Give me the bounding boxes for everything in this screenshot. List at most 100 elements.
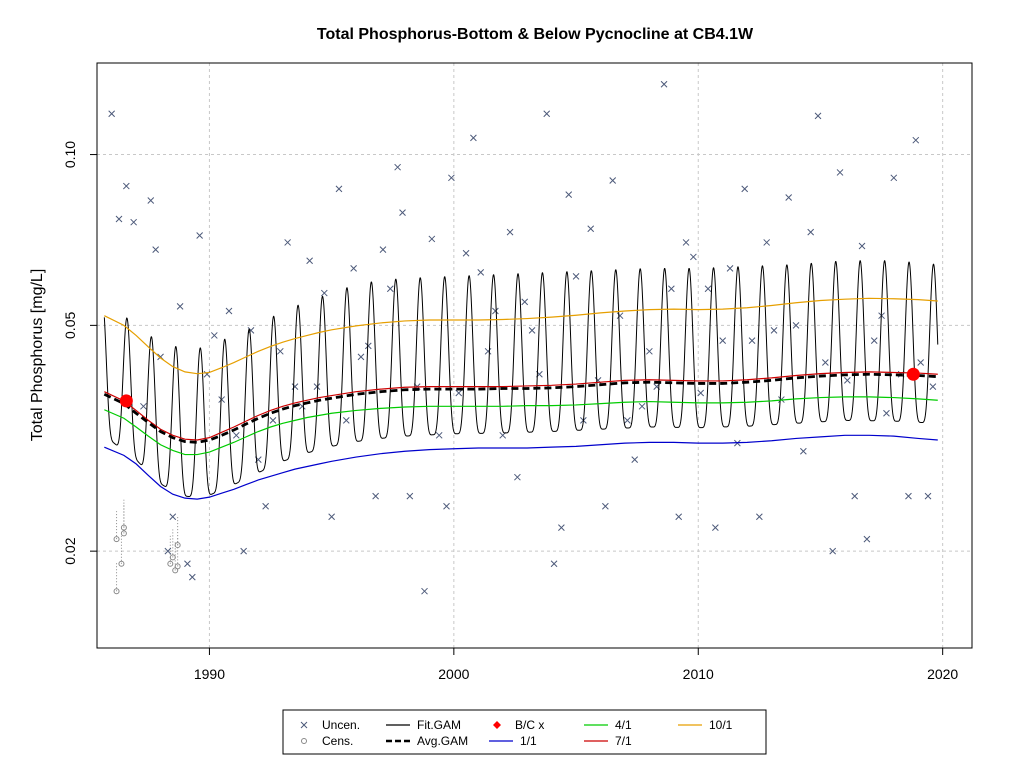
uncensored-point bbox=[638, 402, 646, 410]
y-axis-label: Total Phosphorus [mg/L] bbox=[29, 269, 46, 442]
uncensored-point bbox=[528, 326, 536, 334]
x-tick-label: 2010 bbox=[683, 666, 714, 682]
x-tick-label: 1990 bbox=[194, 666, 225, 682]
bc-point bbox=[119, 394, 133, 408]
uncensored-point bbox=[394, 163, 401, 171]
legend-symbol bbox=[301, 738, 307, 744]
uncensored-point bbox=[929, 383, 937, 390]
uncensored-point bbox=[514, 473, 521, 481]
uncensored-point bbox=[558, 524, 565, 532]
uncensored-point bbox=[306, 257, 313, 265]
uncensored-point bbox=[697, 389, 705, 397]
series-line-oct1 bbox=[104, 297, 938, 375]
legend-label: 1/1 bbox=[520, 734, 537, 748]
uncensored-point bbox=[386, 285, 394, 293]
uncensored-point bbox=[284, 239, 291, 246]
uncensored-point bbox=[858, 242, 866, 250]
uncensored-point bbox=[399, 209, 406, 216]
uncensored-point bbox=[756, 513, 763, 521]
uncensored-point bbox=[829, 547, 837, 555]
uncensored-point bbox=[455, 389, 463, 397]
legend-label: 7/1 bbox=[615, 734, 632, 748]
uncensored-point bbox=[660, 80, 668, 88]
uncensored-point bbox=[364, 342, 372, 350]
legend-label: B/C x bbox=[515, 718, 544, 732]
plot-frame bbox=[96, 62, 973, 649]
uncensored-point bbox=[357, 353, 365, 361]
censored-point bbox=[174, 563, 181, 570]
uncensored-point bbox=[176, 303, 184, 310]
uncensored-point bbox=[240, 547, 248, 555]
censored-point bbox=[118, 560, 125, 567]
uncensored-point bbox=[682, 239, 690, 246]
uncensored-point bbox=[836, 169, 844, 176]
legend-label: 10/1 bbox=[709, 718, 733, 732]
uncensored-point bbox=[342, 417, 350, 424]
uncensored-point bbox=[262, 502, 269, 510]
uncensored-point bbox=[543, 110, 551, 118]
uncensored-point bbox=[704, 285, 712, 293]
uncensored-point bbox=[169, 513, 177, 521]
y-tick-label: 0.05 bbox=[62, 312, 78, 339]
uncensored-point bbox=[313, 383, 321, 390]
x-tick-label: 2020 bbox=[927, 666, 958, 682]
uncensored-point bbox=[814, 112, 822, 120]
legend-label: Avg.GAM bbox=[417, 734, 468, 748]
uncensored-point bbox=[905, 492, 912, 500]
fit-gam-line bbox=[103, 260, 939, 497]
uncensored-point bbox=[616, 312, 624, 320]
uncensored-point bbox=[421, 587, 428, 595]
uncensored-point bbox=[443, 502, 450, 510]
uncensored-point bbox=[470, 134, 477, 142]
y-tick-label: 0.10 bbox=[62, 141, 78, 168]
uncensored-point bbox=[924, 492, 932, 500]
series-line-jan1 bbox=[104, 434, 938, 500]
uncensored-point bbox=[843, 376, 851, 384]
uncensored-point bbox=[870, 337, 878, 344]
avg-gam-line bbox=[103, 372, 938, 444]
uncensored-point bbox=[108, 110, 116, 118]
uncensored-point bbox=[164, 547, 172, 555]
uncensored-point bbox=[448, 174, 455, 182]
uncensored-point bbox=[631, 456, 639, 463]
legend-symbol bbox=[493, 721, 501, 729]
axes: 1990 2000 2010 2020 0.02 0.05 0.10 bbox=[62, 62, 973, 682]
uncensored-point bbox=[690, 253, 697, 261]
uncensored-point bbox=[140, 402, 147, 410]
uncensored-point bbox=[609, 177, 617, 184]
uncensored-point bbox=[646, 347, 653, 355]
uncensored-point bbox=[218, 396, 226, 403]
uncensored-point bbox=[785, 194, 793, 201]
uncensored-point bbox=[624, 417, 631, 424]
bc-point bbox=[906, 367, 920, 381]
uncensored-point bbox=[335, 185, 343, 193]
uncensored-point bbox=[350, 265, 357, 272]
censored-point bbox=[113, 536, 120, 543]
x-tick-label: 2000 bbox=[438, 666, 469, 682]
uncensored-point bbox=[675, 513, 683, 521]
censored-point bbox=[113, 588, 120, 595]
censored-point bbox=[174, 542, 181, 549]
uncensored-point bbox=[269, 417, 277, 424]
uncensored-point bbox=[748, 337, 756, 344]
uncensored-point bbox=[917, 359, 925, 366]
y-tick-label: 0.02 bbox=[62, 537, 78, 564]
uncensored-point bbox=[196, 232, 204, 239]
uncensored-point bbox=[291, 383, 299, 390]
uncensored-point bbox=[492, 307, 499, 315]
uncensored-point bbox=[328, 513, 335, 521]
uncensored-point bbox=[712, 524, 719, 532]
chart-title: Total Phosphorus-Bottom & Below Pycnocli… bbox=[317, 26, 754, 43]
uncensored-point bbox=[247, 326, 255, 334]
uncensored-point bbox=[770, 326, 778, 334]
uncensored-point bbox=[210, 332, 218, 339]
uncensored-point bbox=[821, 359, 829, 366]
legend-label: 4/1 bbox=[615, 718, 632, 732]
uncensored-point bbox=[379, 246, 387, 253]
uncensored-point bbox=[462, 249, 470, 257]
uncensored-point bbox=[484, 347, 492, 355]
uncensored-point bbox=[435, 431, 443, 439]
uncensored-point bbox=[800, 447, 807, 455]
uncensored-point bbox=[912, 136, 920, 144]
